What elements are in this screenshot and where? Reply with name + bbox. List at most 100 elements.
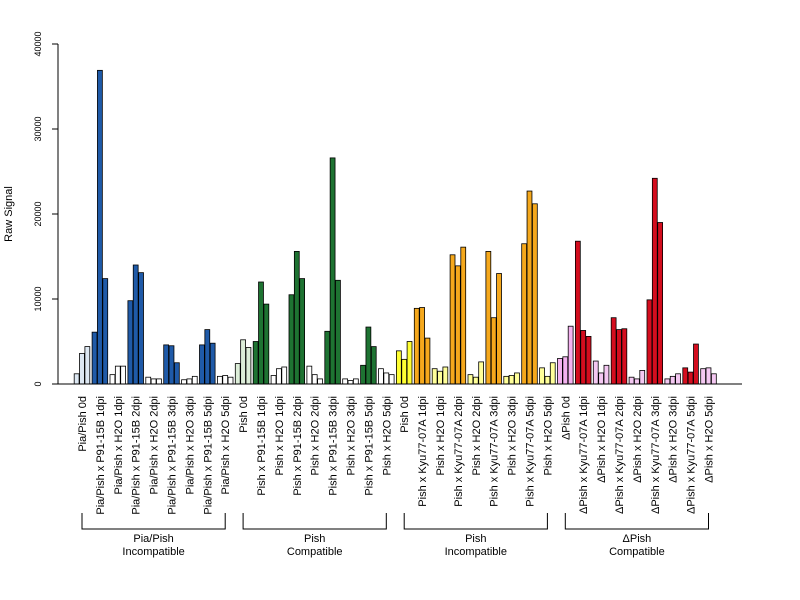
group-label: Pish [465, 533, 486, 545]
x-category-label: ΔPish x H2O 3dpi [668, 396, 680, 483]
x-category-label: Pish 0d [238, 396, 250, 433]
x-category-label: Pish x P91-15B 1dpi [256, 396, 268, 496]
y-tick-label: 30000 [33, 116, 43, 141]
y-tick-label: 40000 [33, 31, 43, 56]
x-category-label: Pish x Kyu77-07A 5dpi [525, 396, 537, 507]
x-category-label: Pish x Kyu77-07A 2dpi [453, 396, 465, 507]
x-category-label: ΔPish x Kyu77-07A 1dpi [578, 396, 590, 514]
bar [281, 366, 288, 385]
bar [168, 345, 175, 385]
x-category-label: ΔPish x Kyu77-07A 5dpi [686, 396, 698, 514]
bar [592, 360, 599, 385]
x-category-label: Pish x H2O 2dpi [471, 396, 483, 475]
bar [401, 358, 408, 385]
bar [102, 278, 109, 385]
x-category-label: Pia/Pish x P91-15B 5dpi [202, 396, 214, 515]
bar [329, 157, 336, 385]
bar [263, 303, 270, 385]
group-label: Pia/Pish [133, 533, 173, 545]
bar [693, 343, 699, 385]
bar [97, 69, 103, 385]
bar [352, 378, 359, 385]
x-category-label: Pish 0d [399, 396, 411, 433]
bar [598, 372, 604, 385]
bar [252, 341, 259, 385]
bar [216, 375, 223, 385]
bar [616, 329, 622, 385]
x-category-label: Pia/Pish x P91-15B 3dpi [167, 396, 179, 515]
bar [575, 240, 581, 385]
bar [472, 376, 479, 385]
x-category-label: ΔPish x H2O 5dpi [704, 396, 716, 483]
y-axis: 0 10000 20000 30000 40000 [33, 31, 59, 387]
bar [603, 364, 610, 385]
bars [73, 69, 717, 385]
bar [437, 370, 443, 385]
bar [413, 307, 420, 385]
x-category-label: Pish x P91-15B 3dpi [328, 396, 340, 496]
bar [276, 368, 282, 385]
bar [557, 358, 563, 385]
bar [114, 365, 121, 385]
bar [532, 203, 538, 385]
bar [91, 331, 98, 385]
y-tick-label: 10000 [33, 286, 43, 311]
bar [562, 356, 569, 385]
x-category-label: ΔPish x Kyu77-07A 3dpi [650, 396, 662, 514]
bar [370, 346, 377, 385]
bar [431, 368, 438, 385]
bar [109, 374, 116, 385]
bar [567, 325, 574, 385]
group-sublabel: Compatible [609, 546, 665, 558]
group-bracket [81, 513, 226, 530]
group-bracket [564, 513, 709, 530]
bar [639, 369, 646, 385]
bar [682, 367, 689, 385]
bar [514, 372, 520, 385]
bar [227, 376, 234, 385]
x-category-label: Pish x Kyu77-07A 3dpi [489, 396, 501, 507]
bar [460, 246, 467, 385]
group-sublabel: Compatible [287, 546, 343, 558]
bar [156, 378, 162, 385]
bar [467, 374, 474, 385]
bar [342, 378, 349, 385]
group-brackets: Pia/PishIncompatiblePishCompatiblePishIn… [81, 513, 709, 558]
bar [138, 272, 144, 385]
x-category-label: Pia/Pish x H2O 1dpi [113, 396, 125, 494]
bar [651, 177, 658, 385]
x-category-label: Pia/Pish x H2O 2dpi [149, 396, 161, 494]
x-category-label: ΔPish x H2O 2dpi [632, 396, 644, 483]
bar [347, 380, 354, 385]
bar [675, 373, 681, 385]
x-category-label: Pia/Pish 0d [77, 396, 89, 452]
bar [478, 361, 485, 385]
bar [270, 375, 277, 385]
x-category-label: Pish x P91-15B 5dpi [363, 396, 375, 496]
group-sublabel: Incompatible [122, 546, 184, 558]
bar [419, 307, 425, 385]
bar [705, 367, 712, 385]
bar [503, 375, 510, 385]
bar [424, 337, 431, 385]
bar [395, 350, 402, 385]
bar [145, 376, 152, 385]
bar [209, 342, 216, 385]
bar [120, 365, 126, 385]
bar [234, 363, 241, 385]
bar [610, 317, 617, 385]
bar [150, 378, 157, 385]
bar [84, 346, 91, 385]
x-category-label: Pish x P91-15B 2dpi [292, 396, 304, 496]
bar [621, 328, 628, 385]
x-category-label: Pish x H2O 5dpi [381, 396, 393, 475]
bar [240, 339, 246, 385]
bar [628, 376, 635, 385]
bar [191, 375, 198, 385]
bar [521, 243, 528, 385]
bar [669, 375, 676, 385]
bar [700, 368, 707, 385]
bar [580, 330, 587, 385]
group-label: Pish [304, 533, 325, 545]
